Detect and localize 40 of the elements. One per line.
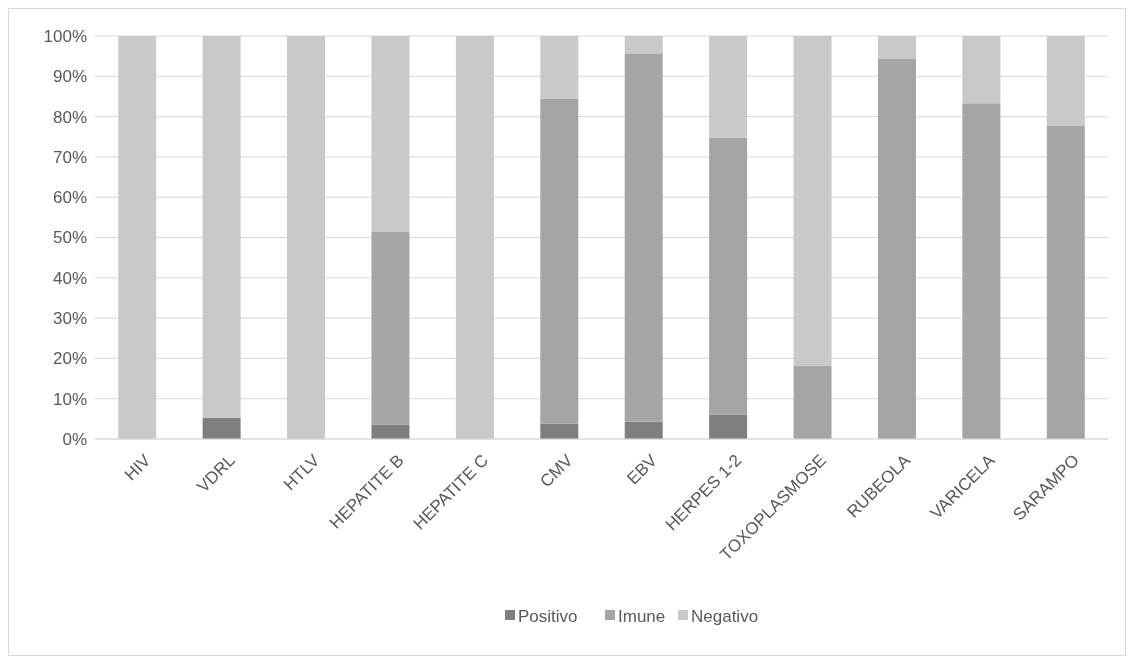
bar — [877, 58, 916, 439]
bar — [540, 423, 579, 439]
bar — [540, 36, 579, 99]
legend-label: Positivo — [518, 606, 578, 626]
bar — [624, 36, 663, 54]
y-tick-label: 60% — [52, 188, 87, 208]
y-tick-label: 0% — [62, 429, 87, 449]
legend-label: Negativo — [691, 606, 759, 626]
bar — [624, 53, 663, 422]
bar — [962, 36, 1001, 104]
bar — [371, 231, 410, 425]
bar — [709, 137, 748, 415]
y-tick-label: 30% — [52, 309, 87, 329]
y-tick-label: 50% — [52, 228, 87, 248]
y-tick-label: 90% — [52, 67, 87, 87]
bar — [202, 418, 241, 439]
bar — [709, 414, 748, 439]
bar — [455, 36, 494, 439]
bar — [1046, 125, 1085, 439]
y-tick-label: 40% — [52, 268, 87, 288]
bar — [962, 103, 1001, 439]
y-tick-label: 10% — [52, 389, 87, 409]
y-tick-label: 70% — [52, 147, 87, 167]
bar — [540, 98, 579, 424]
bar — [624, 421, 663, 439]
bar — [793, 365, 832, 439]
bar — [371, 424, 410, 439]
bar — [202, 36, 241, 419]
bar — [709, 36, 748, 138]
y-tick-label: 100% — [43, 26, 87, 46]
bar — [877, 36, 916, 59]
y-tick-label: 20% — [52, 349, 87, 369]
y-tick-label: 80% — [52, 107, 87, 127]
bar — [1046, 36, 1085, 126]
bar — [793, 36, 832, 366]
legend-label: Imune — [618, 606, 666, 626]
bar — [287, 36, 326, 439]
x-tick-label: HIV — [120, 450, 155, 485]
bar — [118, 36, 157, 439]
bar — [371, 36, 410, 232]
